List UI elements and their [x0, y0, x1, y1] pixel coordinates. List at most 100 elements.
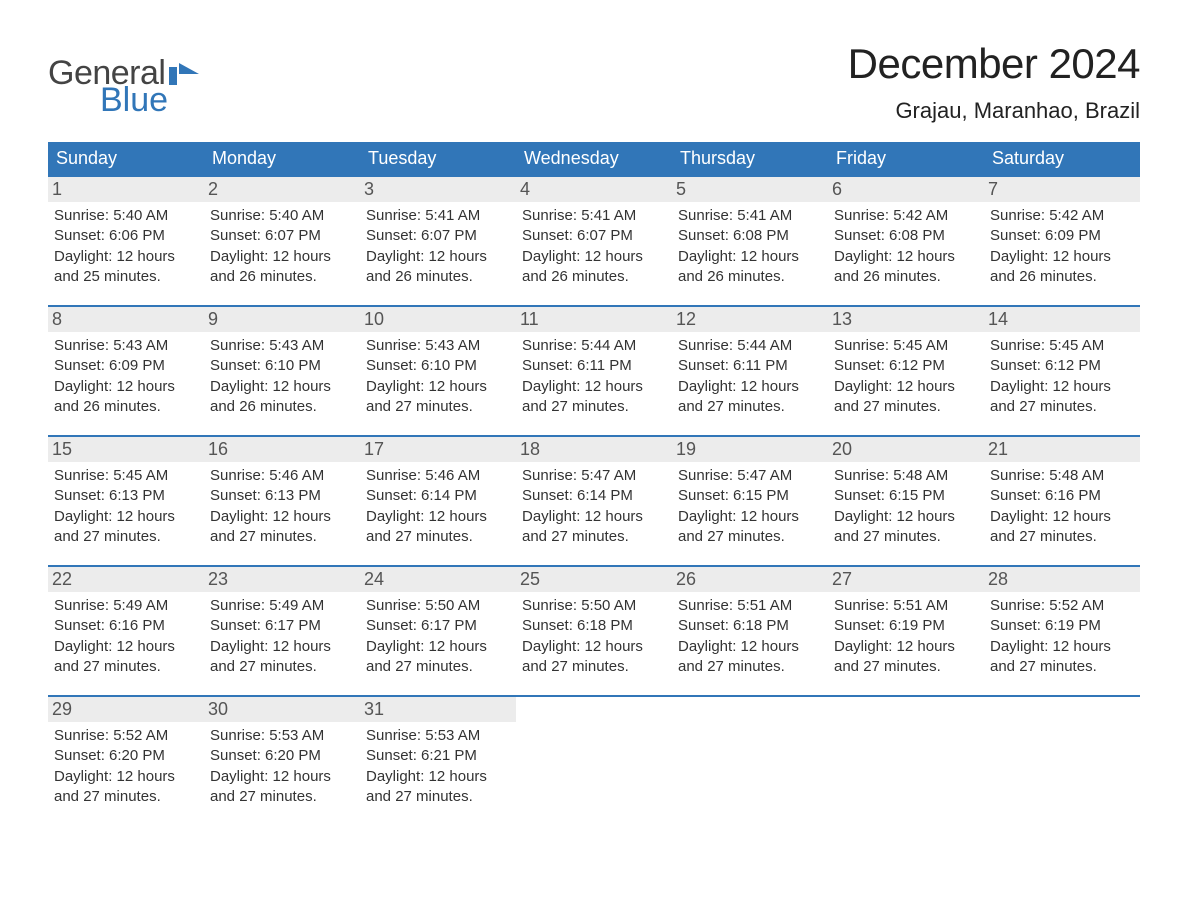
- day-cell: 5Sunrise: 5:41 AMSunset: 6:08 PMDaylight…: [672, 177, 828, 295]
- day-number: 18: [516, 437, 672, 462]
- dow-sunday: Sunday: [48, 142, 204, 175]
- day-dl1: Daylight: 12 hours: [834, 637, 978, 657]
- day-dl1: Daylight: 12 hours: [522, 637, 666, 657]
- day-sunset: Sunset: 6:09 PM: [990, 226, 1134, 246]
- day-cell: 15Sunrise: 5:45 AMSunset: 6:13 PMDayligh…: [48, 437, 204, 555]
- day-number: 21: [984, 437, 1140, 462]
- day-sunset: Sunset: 6:11 PM: [522, 356, 666, 376]
- day-dl2: and 27 minutes.: [990, 397, 1134, 417]
- day-number: 15: [48, 437, 204, 462]
- day-dl2: and 26 minutes.: [210, 397, 354, 417]
- day-cell: 21Sunrise: 5:48 AMSunset: 6:16 PMDayligh…: [984, 437, 1140, 555]
- day-dl1: Daylight: 12 hours: [522, 507, 666, 527]
- day-dl2: and 26 minutes.: [990, 267, 1134, 287]
- day-dl2: and 27 minutes.: [54, 527, 198, 547]
- dow-thursday: Thursday: [672, 142, 828, 175]
- day-sunset: Sunset: 6:13 PM: [210, 486, 354, 506]
- day-number: 16: [204, 437, 360, 462]
- day-sunrise: Sunrise: 5:52 AM: [54, 726, 198, 746]
- day-body: Sunrise: 5:51 AMSunset: 6:19 PMDaylight:…: [834, 596, 978, 677]
- day-sunrise: Sunrise: 5:44 AM: [522, 336, 666, 356]
- day-sunrise: Sunrise: 5:47 AM: [678, 466, 822, 486]
- day-body: Sunrise: 5:44 AMSunset: 6:11 PMDaylight:…: [522, 336, 666, 417]
- day-sunrise: Sunrise: 5:53 AM: [366, 726, 510, 746]
- day-body: Sunrise: 5:46 AMSunset: 6:13 PMDaylight:…: [210, 466, 354, 547]
- day-number: 20: [828, 437, 984, 462]
- day-sunset: Sunset: 6:17 PM: [366, 616, 510, 636]
- day-cell: 17Sunrise: 5:46 AMSunset: 6:14 PMDayligh…: [360, 437, 516, 555]
- day-dl1: Daylight: 12 hours: [678, 507, 822, 527]
- day-dl1: Daylight: 12 hours: [54, 377, 198, 397]
- day-dl1: Daylight: 12 hours: [834, 507, 978, 527]
- day-sunrise: Sunrise: 5:43 AM: [210, 336, 354, 356]
- day-sunrise: Sunrise: 5:50 AM: [522, 596, 666, 616]
- day-dl1: Daylight: 12 hours: [990, 247, 1134, 267]
- day-sunset: Sunset: 6:14 PM: [522, 486, 666, 506]
- day-dl2: and 27 minutes.: [834, 527, 978, 547]
- day-sunset: Sunset: 6:10 PM: [366, 356, 510, 376]
- day-cell: 19Sunrise: 5:47 AMSunset: 6:15 PMDayligh…: [672, 437, 828, 555]
- day-sunrise: Sunrise: 5:45 AM: [990, 336, 1134, 356]
- dow-tuesday: Tuesday: [360, 142, 516, 175]
- dow-friday: Friday: [828, 142, 984, 175]
- day-dl1: Daylight: 12 hours: [834, 247, 978, 267]
- day-dl1: Daylight: 12 hours: [210, 247, 354, 267]
- day-sunrise: Sunrise: 5:49 AM: [210, 596, 354, 616]
- day-body: Sunrise: 5:53 AMSunset: 6:21 PMDaylight:…: [366, 726, 510, 807]
- day-number: 24: [360, 567, 516, 592]
- day-sunset: Sunset: 6:07 PM: [522, 226, 666, 246]
- day-sunset: Sunset: 6:13 PM: [54, 486, 198, 506]
- header: General Blue December 2024 Grajau, Maran…: [48, 40, 1140, 124]
- page-title: December 2024: [848, 40, 1140, 88]
- day-cell: 25Sunrise: 5:50 AMSunset: 6:18 PMDayligh…: [516, 567, 672, 685]
- day-sunrise: Sunrise: 5:53 AM: [210, 726, 354, 746]
- day-cell: 20Sunrise: 5:48 AMSunset: 6:15 PMDayligh…: [828, 437, 984, 555]
- day-dl1: Daylight: 12 hours: [210, 377, 354, 397]
- day-dl2: and 27 minutes.: [990, 657, 1134, 677]
- calendar: Sunday Monday Tuesday Wednesday Thursday…: [48, 142, 1140, 815]
- day-dl2: and 27 minutes.: [522, 397, 666, 417]
- day-body: Sunrise: 5:50 AMSunset: 6:17 PMDaylight:…: [366, 596, 510, 677]
- day-sunrise: Sunrise: 5:46 AM: [366, 466, 510, 486]
- day-body: Sunrise: 5:51 AMSunset: 6:18 PMDaylight:…: [678, 596, 822, 677]
- day-sunrise: Sunrise: 5:50 AM: [366, 596, 510, 616]
- day-number: 30: [204, 697, 360, 722]
- day-dl2: and 26 minutes.: [678, 267, 822, 287]
- day-body: Sunrise: 5:52 AMSunset: 6:20 PMDaylight:…: [54, 726, 198, 807]
- day-sunrise: Sunrise: 5:44 AM: [678, 336, 822, 356]
- day-dl2: and 27 minutes.: [210, 657, 354, 677]
- day-number: 17: [360, 437, 516, 462]
- day-cell: 10Sunrise: 5:43 AMSunset: 6:10 PMDayligh…: [360, 307, 516, 425]
- day-sunset: Sunset: 6:21 PM: [366, 746, 510, 766]
- day-body: Sunrise: 5:41 AMSunset: 6:08 PMDaylight:…: [678, 206, 822, 287]
- day-number: 8: [48, 307, 204, 332]
- day-body: Sunrise: 5:49 AMSunset: 6:17 PMDaylight:…: [210, 596, 354, 677]
- day-cell: 1Sunrise: 5:40 AMSunset: 6:06 PMDaylight…: [48, 177, 204, 295]
- day-body: Sunrise: 5:43 AMSunset: 6:10 PMDaylight:…: [210, 336, 354, 417]
- day-sunset: Sunset: 6:14 PM: [366, 486, 510, 506]
- day-dl1: Daylight: 12 hours: [54, 637, 198, 657]
- day-sunrise: Sunrise: 5:49 AM: [54, 596, 198, 616]
- day-dl1: Daylight: 12 hours: [990, 507, 1134, 527]
- day-sunrise: Sunrise: 5:42 AM: [990, 206, 1134, 226]
- day-sunrise: Sunrise: 5:52 AM: [990, 596, 1134, 616]
- day-sunset: Sunset: 6:16 PM: [990, 486, 1134, 506]
- day-number: 1: [48, 177, 204, 202]
- day-number: 26: [672, 567, 828, 592]
- day-dl1: Daylight: 12 hours: [990, 377, 1134, 397]
- day-cell: 31Sunrise: 5:53 AMSunset: 6:21 PMDayligh…: [360, 697, 516, 815]
- day-cell: [672, 697, 828, 815]
- day-cell: 29Sunrise: 5:52 AMSunset: 6:20 PMDayligh…: [48, 697, 204, 815]
- day-dl1: Daylight: 12 hours: [366, 767, 510, 787]
- day-dl2: and 27 minutes.: [54, 787, 198, 807]
- day-sunrise: Sunrise: 5:46 AM: [210, 466, 354, 486]
- day-dl2: and 25 minutes.: [54, 267, 198, 287]
- day-number: 13: [828, 307, 984, 332]
- day-dl2: and 27 minutes.: [834, 397, 978, 417]
- day-sunrise: Sunrise: 5:43 AM: [366, 336, 510, 356]
- day-cell: 23Sunrise: 5:49 AMSunset: 6:17 PMDayligh…: [204, 567, 360, 685]
- day-body: Sunrise: 5:50 AMSunset: 6:18 PMDaylight:…: [522, 596, 666, 677]
- day-sunset: Sunset: 6:08 PM: [678, 226, 822, 246]
- day-sunrise: Sunrise: 5:41 AM: [678, 206, 822, 226]
- day-cell: 6Sunrise: 5:42 AMSunset: 6:08 PMDaylight…: [828, 177, 984, 295]
